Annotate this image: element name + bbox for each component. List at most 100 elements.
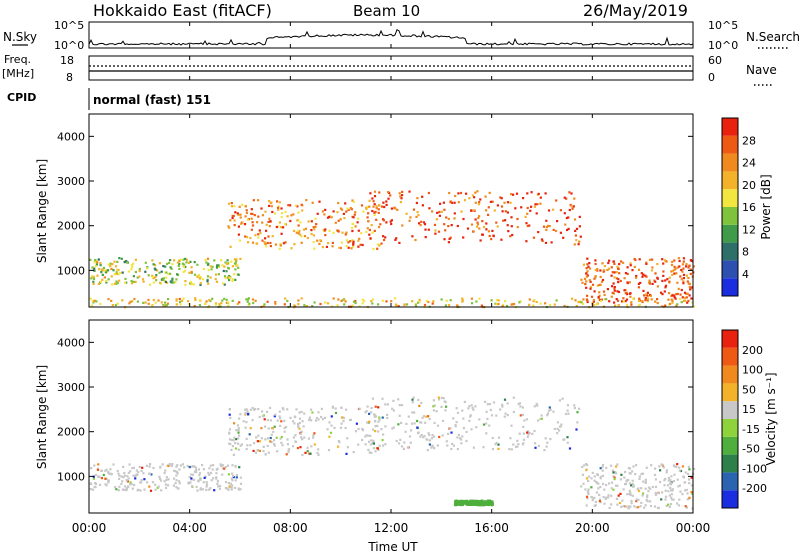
data-cell — [687, 276, 690, 280]
data-cell — [626, 281, 629, 284]
data-cell — [545, 445, 548, 448]
data-cell — [393, 206, 396, 210]
colorbar-tick-label: 28 — [742, 134, 756, 147]
data-cell — [476, 504, 479, 507]
data-cell — [678, 484, 681, 487]
data-cell — [390, 219, 393, 222]
data-cell — [542, 225, 546, 228]
data-cell — [271, 427, 274, 430]
data-cell — [522, 432, 525, 435]
data-cell — [290, 214, 293, 217]
data-cell — [679, 293, 682, 296]
data-cell — [681, 263, 684, 266]
data-cell — [471, 302, 474, 305]
colorbar-swatch — [722, 242, 738, 261]
data-cell — [238, 301, 241, 304]
data-cell — [227, 488, 230, 491]
data-cell — [504, 210, 507, 213]
data-cell — [160, 489, 163, 492]
data-cell — [517, 403, 520, 406]
data-cell — [267, 451, 270, 454]
data-cell — [177, 264, 180, 267]
data-cell — [603, 488, 606, 491]
data-cell — [178, 297, 181, 301]
data-cell — [124, 277, 127, 280]
data-cell — [345, 408, 348, 411]
data-cell — [239, 213, 242, 216]
data-cell — [477, 500, 480, 503]
data-cell — [222, 282, 225, 285]
data-cell — [690, 491, 693, 494]
data-cell — [175, 278, 178, 281]
data-cell — [176, 487, 179, 490]
data-cell — [482, 225, 486, 229]
data-cell — [254, 408, 257, 411]
data-cell — [372, 247, 375, 251]
data-cell — [638, 477, 641, 480]
data-cell — [604, 497, 607, 500]
data-cell — [316, 239, 319, 242]
data-cell — [640, 472, 643, 476]
data-cell — [380, 428, 383, 431]
data-cell — [176, 261, 179, 264]
data-cell — [519, 300, 522, 303]
data-cell — [582, 298, 585, 301]
colorbar-tick-label: 8 — [742, 246, 749, 259]
data-cell — [545, 219, 548, 222]
data-cell — [454, 194, 457, 198]
data-cell — [259, 232, 262, 235]
data-cell — [637, 286, 640, 289]
data-cell — [167, 484, 170, 487]
data-cell — [569, 203, 572, 207]
data-cell — [671, 498, 674, 501]
data-cell — [587, 475, 591, 478]
cpid-panel: CPID normal (fast) 151 — [7, 88, 211, 110]
data-cell — [618, 263, 621, 266]
colorbar-tick-label: 24 — [742, 157, 756, 170]
data-cell — [415, 215, 418, 218]
data-cell — [102, 266, 105, 269]
data-cell — [246, 410, 249, 413]
data-cell — [499, 196, 502, 199]
data-cell — [109, 468, 112, 471]
data-cell — [314, 419, 318, 422]
data-cell — [533, 299, 536, 302]
data-cell — [578, 225, 581, 228]
data-cell — [476, 190, 479, 193]
data-cell — [114, 265, 118, 268]
data-cell — [244, 426, 247, 429]
data-cell — [137, 488, 140, 491]
data-cell — [490, 502, 493, 506]
data-cell — [89, 482, 92, 485]
data-cell — [621, 300, 624, 303]
data-cell — [364, 411, 367, 414]
data-cell — [681, 296, 684, 299]
data-cell — [331, 245, 334, 248]
data-cell — [134, 477, 137, 480]
data-cell — [573, 243, 576, 246]
data-cell — [461, 299, 464, 302]
data-cell — [273, 444, 276, 447]
data-cell — [105, 281, 108, 284]
data-cell — [314, 217, 317, 220]
data-cell — [637, 304, 640, 307]
data-cell — [624, 292, 627, 295]
data-cell — [194, 468, 197, 471]
data-cell — [251, 419, 254, 422]
data-cell — [392, 399, 395, 402]
data-cell — [596, 269, 599, 272]
data-cell — [168, 261, 171, 264]
colorbar-swatch — [722, 189, 738, 207]
data-cell — [644, 478, 647, 481]
data-cell — [164, 469, 167, 472]
data-cell — [535, 212, 538, 215]
data-cell — [385, 200, 388, 203]
data-cell — [297, 299, 300, 302]
data-cell — [295, 408, 298, 411]
data-cell — [672, 480, 675, 483]
data-cell — [682, 282, 685, 285]
data-cell — [506, 211, 509, 214]
data-cell — [445, 405, 448, 408]
data-cell — [490, 299, 493, 302]
data-cell — [675, 293, 678, 296]
